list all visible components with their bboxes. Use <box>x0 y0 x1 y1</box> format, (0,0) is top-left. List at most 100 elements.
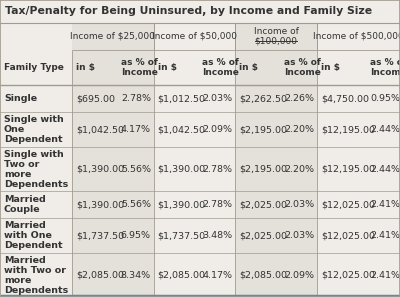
Text: $1,042.50: $1,042.50 <box>76 125 124 134</box>
Text: $1,042.50: $1,042.50 <box>158 125 206 134</box>
Bar <box>235 218 280 253</box>
Text: 2.78%: 2.78% <box>202 165 232 174</box>
Text: $1,390.00: $1,390.00 <box>158 200 206 209</box>
Bar <box>280 148 317 191</box>
Text: Tax/Penalty for Being Uninsured, by Income and Family Size: Tax/Penalty for Being Uninsured, by Inco… <box>5 7 372 16</box>
Text: 2.26%: 2.26% <box>284 94 314 103</box>
Text: 2.20%: 2.20% <box>284 125 314 134</box>
Text: 0.95%: 0.95% <box>370 94 400 103</box>
Bar <box>117 148 154 191</box>
Bar <box>0 85 72 112</box>
Text: $12,195.00: $12,195.00 <box>321 125 375 134</box>
Text: $2,195.00: $2,195.00 <box>239 165 287 174</box>
Text: 2.78%: 2.78% <box>121 94 151 103</box>
Text: in $: in $ <box>239 63 258 72</box>
Text: 3.48%: 3.48% <box>202 231 232 240</box>
Bar <box>198 50 235 85</box>
Text: as % of
Income: as % of Income <box>370 58 400 77</box>
Text: Married
Couple: Married Couple <box>4 195 46 214</box>
Bar <box>317 218 366 253</box>
Bar <box>72 148 117 191</box>
Bar <box>0 23 72 50</box>
Bar <box>235 112 280 148</box>
Text: 2.41%: 2.41% <box>370 200 400 209</box>
Bar <box>317 191 366 218</box>
Bar <box>317 23 400 50</box>
Text: 2.20%: 2.20% <box>284 165 314 174</box>
Bar <box>366 50 400 85</box>
Bar <box>366 85 400 112</box>
Bar <box>366 112 400 148</box>
Bar <box>366 191 400 218</box>
Bar <box>154 23 235 50</box>
Bar <box>366 148 400 191</box>
Bar <box>117 253 154 297</box>
Bar <box>280 191 317 218</box>
Text: in $: in $ <box>158 63 177 72</box>
Text: Income of
$100,000: Income of $100,000 <box>254 27 298 46</box>
Text: Single with
One
Dependent: Single with One Dependent <box>4 115 64 144</box>
Text: 4.17%: 4.17% <box>202 271 232 280</box>
Bar <box>72 50 117 85</box>
Bar <box>72 112 117 148</box>
Bar <box>280 253 317 297</box>
Bar <box>235 191 280 218</box>
Bar <box>0 191 72 218</box>
Text: $2,025.00: $2,025.00 <box>239 200 287 209</box>
Text: $1,390.00: $1,390.00 <box>76 200 124 209</box>
Text: Single with
Two or
more
Dependents: Single with Two or more Dependents <box>4 150 68 189</box>
Text: 6.95%: 6.95% <box>121 231 151 240</box>
Text: $1,737.50: $1,737.50 <box>158 231 206 240</box>
Text: $12,025.00: $12,025.00 <box>321 231 375 240</box>
Text: Married
with Two or
more
Dependents: Married with Two or more Dependents <box>4 256 68 295</box>
Text: Income of $500,000: Income of $500,000 <box>313 32 400 41</box>
Text: $2,085.00: $2,085.00 <box>239 271 287 280</box>
Bar <box>198 112 235 148</box>
Bar <box>154 253 198 297</box>
Bar <box>235 148 280 191</box>
Text: as % of
Income: as % of Income <box>202 58 239 77</box>
Bar <box>198 85 235 112</box>
Bar <box>0 253 72 297</box>
Bar <box>198 191 235 218</box>
Text: 5.56%: 5.56% <box>121 165 151 174</box>
Text: $1,012.50: $1,012.50 <box>158 94 206 103</box>
Bar <box>72 85 117 112</box>
Text: 2.41%: 2.41% <box>370 231 400 240</box>
Bar <box>154 218 198 253</box>
Bar <box>280 85 317 112</box>
Text: 2.78%: 2.78% <box>202 200 232 209</box>
Bar <box>366 218 400 253</box>
Text: $2,085.00: $2,085.00 <box>158 271 206 280</box>
Text: $2,025.00: $2,025.00 <box>239 231 287 240</box>
Bar <box>280 218 317 253</box>
Bar <box>235 253 280 297</box>
Text: as % of
Income: as % of Income <box>121 58 158 77</box>
Text: $2,195.00: $2,195.00 <box>239 125 287 134</box>
Bar <box>154 112 198 148</box>
Text: 2.44%: 2.44% <box>370 125 400 134</box>
Bar <box>117 191 154 218</box>
Text: 2.44%: 2.44% <box>370 165 400 174</box>
Text: 2.03%: 2.03% <box>202 94 232 103</box>
Bar <box>154 50 198 85</box>
Bar <box>280 112 317 148</box>
Text: 2.03%: 2.03% <box>284 231 314 240</box>
Bar <box>0 218 72 253</box>
Text: as % of
Income: as % of Income <box>284 58 321 77</box>
Bar <box>72 218 117 253</box>
Text: 5.56%: 5.56% <box>121 200 151 209</box>
Text: 2.03%: 2.03% <box>284 200 314 209</box>
Bar <box>117 218 154 253</box>
Bar <box>235 50 280 85</box>
Bar <box>198 253 235 297</box>
Text: 2.41%: 2.41% <box>370 271 400 280</box>
Bar <box>317 112 366 148</box>
Text: Married
with One
Dependent: Married with One Dependent <box>4 221 63 250</box>
Bar <box>280 50 317 85</box>
Bar <box>235 23 317 50</box>
Text: $1,737.50: $1,737.50 <box>76 231 124 240</box>
Bar <box>0 0 400 23</box>
Bar <box>198 218 235 253</box>
Text: $12,025.00: $12,025.00 <box>321 200 375 209</box>
